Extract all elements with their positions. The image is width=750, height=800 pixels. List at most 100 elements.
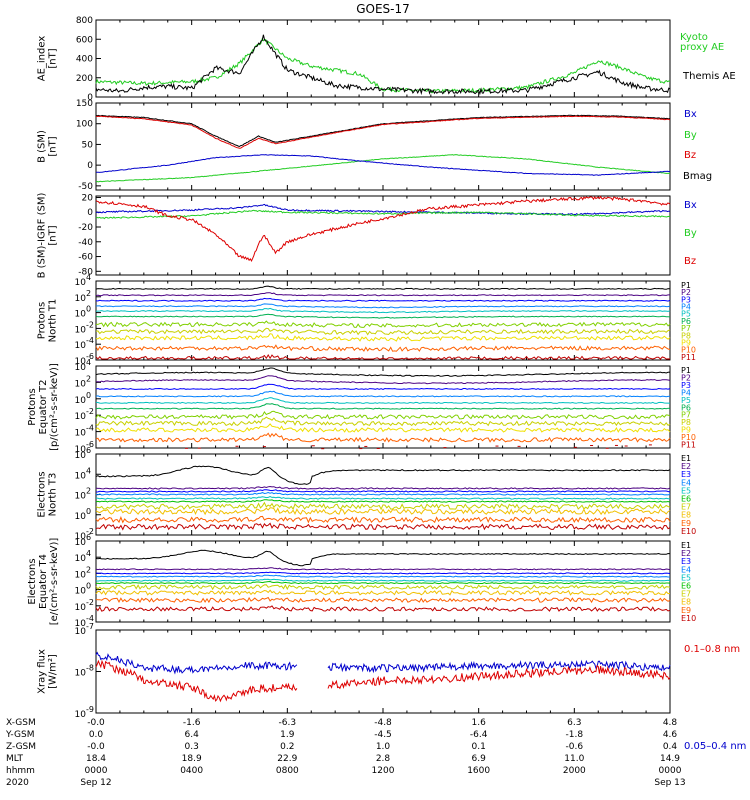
legend-electrons_t3-9: E10 [681,527,696,536]
series-themis-ae [95,34,671,96]
y-tick-exp: -6 [86,440,94,449]
y-tick-exp: 4 [86,466,91,475]
ylabel-pt2: Equator T2 [38,380,49,435]
legend-electrons_t4-4: E5 [681,573,691,582]
footer-cell: 1.6 [472,718,487,728]
y-tick-base: 10 [75,278,87,288]
series-kyoto-proxy-ae [95,37,671,94]
series-by [95,154,671,183]
y-tick-label: -50 [78,182,93,192]
legend-protons_t2-2: P3 [681,381,691,390]
ylabel-ae: AE_index [37,36,48,82]
y-tick-label: 50 [82,140,94,150]
legend-protons_t2-1: P2 [681,373,691,382]
footer-cell: 0.0 [89,730,104,740]
y-tick-exp: -7 [86,622,94,631]
legend-protons_t1-4: P5 [681,310,691,319]
legend-electrons_t4-8: E9 [681,606,691,615]
ylabel-bigrf: [nT] [48,225,59,245]
legend-protons_t2-5: P6 [681,403,691,412]
legend-electrons_t3-1: E2 [681,462,691,471]
footer-cell: 14.9 [660,754,680,764]
legend-ae-1: proxy AE [680,42,724,53]
channel-P5 [95,307,671,314]
bsm-series [95,114,671,183]
y-tick-exp: 4 [86,549,91,558]
y-tick-base: 10 [75,310,87,320]
channel-P5 [95,397,671,404]
y-tick-label: 100 [76,120,93,130]
y-tick-base: 10 [75,341,87,351]
y-tick-base: 10 [75,570,87,580]
channel-P6 [95,403,671,410]
channel-P2 [95,375,671,385]
ylabel-ae: [nT] [48,48,59,68]
y-tick-exp: 2 [86,289,91,298]
legend-electrons_t4-2: E3 [681,557,691,566]
footer-cell: -4.5 [374,730,392,740]
footer-row-label: hhmm [6,766,35,776]
y-tick-base: 10 [75,325,87,335]
channel-P6 [95,313,671,319]
channel-E1 [95,465,671,485]
channel-E6 [95,580,671,585]
legend-bigrf-1: By [684,228,697,239]
footer-cell: 2000 [563,766,586,776]
legend-protons_t1-6: P7 [681,324,691,333]
y-tick-exp: 2 [86,487,91,496]
channel-E9 [95,596,671,604]
y-tick-base: 10 [75,396,87,406]
series-bmag [95,114,671,148]
y-tick-base: 10 [75,619,87,629]
footer-row-label: Y-GSM [5,730,34,740]
channel-P7 [96,320,671,328]
legend-protons_t1-2: P3 [681,295,691,304]
footer-cell: 11.0 [564,754,584,764]
footer-cell: -1.8 [566,730,584,740]
ylabel-bsm: [nT] [48,136,59,156]
footer-cell: Sep 13 [654,778,685,788]
legend-protons_t1-1: P2 [681,288,691,297]
channel-E10 [95,605,671,612]
footer-cell: 1200 [372,766,395,776]
footer-cell: 0800 [276,766,299,776]
legend-protons_t2-10: P11 [681,441,696,450]
series-bx-igrf [95,203,671,216]
y-tick-label: 400 [76,55,93,65]
channel-E3 [95,489,671,493]
y-tick-base: 10 [75,412,87,422]
ylabel-xray: Xray flux [37,649,48,694]
legend-ae-2: Themis AE [682,71,736,82]
footer-cell: -0.0 [87,718,105,728]
footer-cell: -6.3 [279,718,297,728]
y-tick-exp: -9 [86,705,94,714]
channel-E7 [95,584,671,591]
footer-cell: 6.4 [185,730,200,740]
footer-cell: -0.0 [87,742,105,752]
footer-row-label: Z-GSM [6,742,36,752]
footer-cell: 4.6 [663,730,678,740]
y-tick-exp: 0 [86,507,91,516]
footer-cell: 0000 [659,766,682,776]
legend-electrons_t3-4: E5 [681,486,691,495]
ylabel-pt2: [p/(cm²-s-sr-keV)] [49,363,60,451]
y-tick-label: -20 [78,223,93,233]
ylabel-bsm: B (SM) [37,130,48,163]
legend-protons_t1-5: P6 [681,317,691,326]
legend-protons_t1-3: P4 [681,303,691,312]
y-tick-base: 10 [75,357,87,367]
channel-E2 [95,485,671,490]
footer-row-label: MLT [6,754,24,764]
ylabel-et4: Equator T4 [38,554,49,609]
y-tick-base: 10 [75,532,87,542]
ylabel-et4: [e/(cm²-s-sr-keV)] [49,538,60,626]
channel-E7 [95,501,671,511]
channel-E1 [95,549,671,567]
bigrf-series [95,195,671,262]
legend-protons_t2-8: P9 [681,426,691,435]
legend-bigrf-2: Bz [684,256,696,267]
footer-cell: 22.9 [277,754,297,764]
footer-cell: 1.9 [280,730,295,740]
footer-cell: 2.8 [376,754,391,764]
